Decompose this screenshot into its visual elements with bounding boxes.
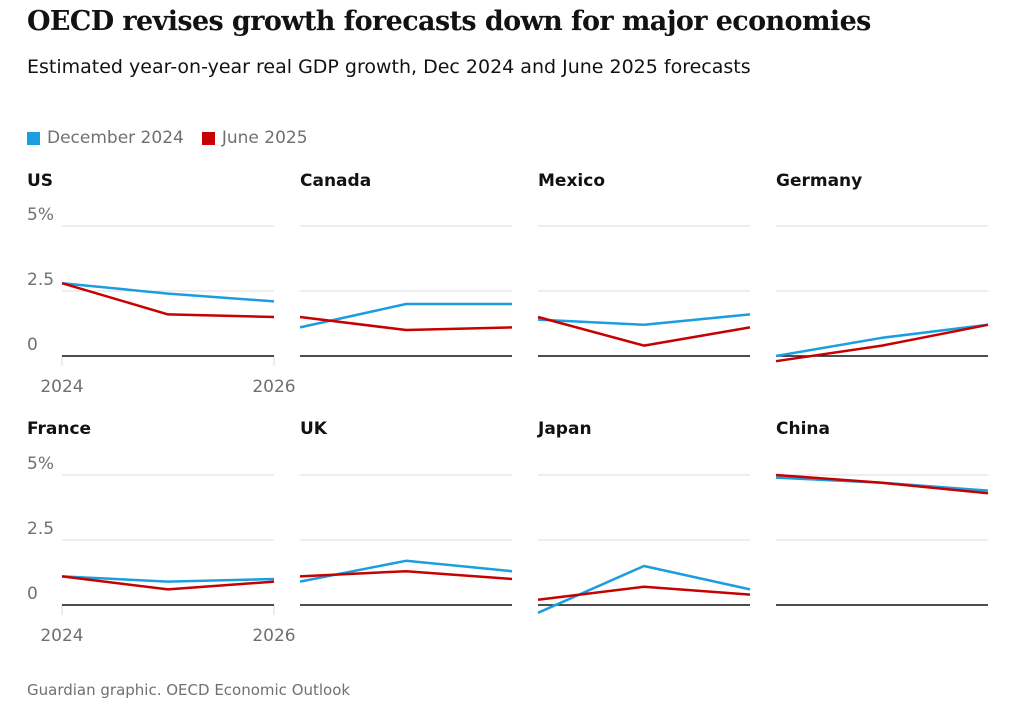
series-line-jun-2025-france bbox=[61, 575, 275, 591]
panel-title-mexico: Mexico bbox=[538, 171, 605, 191]
panel-title-canada: Canada bbox=[300, 171, 371, 191]
series-line-dec-2024-japan bbox=[537, 564, 751, 614]
legend-swatch-dec-2024 bbox=[27, 131, 40, 145]
x-tick-label: 2026 bbox=[252, 377, 295, 397]
series-line-dec-2024-canada bbox=[299, 302, 512, 329]
series-line-jun-2025-us bbox=[61, 282, 275, 319]
panel-title-us: US bbox=[27, 171, 53, 191]
panel-title-japan: Japan bbox=[537, 419, 592, 439]
panel-title-uk: UK bbox=[300, 419, 328, 439]
legend-swatch-jun-2025 bbox=[201, 131, 215, 145]
chart-title: OECD revises growth forecasts down for m… bbox=[27, 6, 871, 37]
y-tick-label: 5% bbox=[27, 205, 54, 225]
series-line-jun-2025-uk bbox=[299, 569, 513, 581]
series-line-dec-2024-mexico bbox=[537, 313, 751, 327]
panel-title-france: France bbox=[27, 419, 91, 439]
series-line-dec-2024-china bbox=[775, 476, 989, 492]
legend-item-dec-2024: December 2024 bbox=[27, 128, 184, 148]
y-tick-label: 2.5 bbox=[27, 519, 54, 539]
y-tick-label: 5% bbox=[27, 454, 54, 474]
legend-label-jun-2025: June 2025 bbox=[221, 128, 308, 148]
series-line-dec-2024-france bbox=[61, 575, 275, 583]
legend: December 2024 June 2025 bbox=[27, 128, 326, 148]
series-line-dec-2024-us bbox=[61, 281, 275, 303]
x-tick-label: 2024 bbox=[40, 626, 83, 646]
legend-label-dec-2024: December 2024 bbox=[47, 128, 184, 148]
series-line-jun-2025-japan bbox=[537, 585, 751, 602]
series-line-jun-2025-canada bbox=[299, 315, 513, 332]
y-tick-label: 0 bbox=[27, 584, 38, 604]
series-line-jun-2025-mexico bbox=[537, 315, 751, 347]
y-tick-label: 0 bbox=[27, 335, 38, 355]
panel-title-germany: Germany bbox=[776, 171, 862, 191]
y-tick-label: 2.5 bbox=[27, 270, 54, 290]
x-tick-label: 2024 bbox=[40, 377, 83, 397]
series-line-jun-2025-germany bbox=[775, 323, 989, 363]
x-tick-label: 2026 bbox=[252, 626, 295, 646]
source-note: Guardian graphic. OECD Economic Outlook bbox=[27, 681, 351, 699]
series-line-jun-2025-china bbox=[775, 473, 989, 495]
panel-title-china: China bbox=[776, 419, 830, 439]
legend-item-jun-2025: June 2025 bbox=[201, 128, 308, 148]
series-line-dec-2024-germany bbox=[775, 323, 989, 358]
chart-subtitle: Estimated year-on-year real GDP growth, … bbox=[27, 56, 751, 78]
